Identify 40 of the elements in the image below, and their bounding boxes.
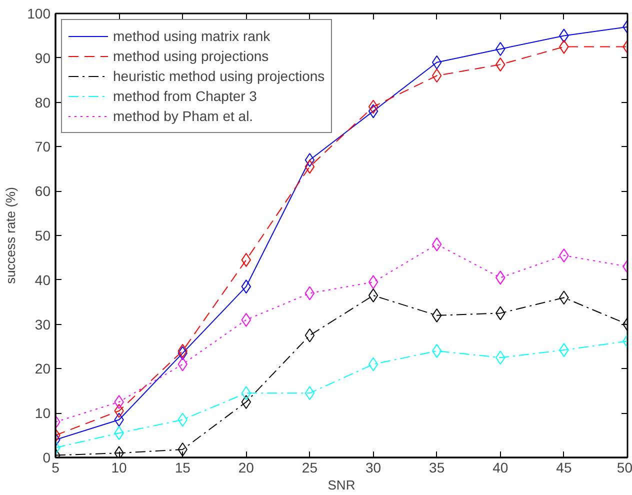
- y-tick-label: 80: [34, 94, 51, 110]
- y-tick-label: 100: [27, 6, 51, 22]
- point: [368, 104, 378, 118]
- point: [114, 395, 124, 409]
- legend-label: method using projections: [113, 48, 269, 64]
- x-tick-label: 5: [52, 460, 60, 476]
- point: [241, 395, 251, 409]
- point: [304, 160, 315, 174]
- point: [368, 357, 378, 372]
- y-axis-title: success rate (%): [3, 187, 18, 284]
- y-tick-label: 10: [34, 405, 51, 422]
- legend-label: heuristic method using projections: [113, 68, 325, 84]
- x-tick-label: 40: [492, 460, 508, 476]
- point: [304, 286, 315, 300]
- y-tick-label: 40: [34, 272, 51, 288]
- point: [368, 100, 378, 114]
- point: [368, 275, 378, 290]
- legend-label: method by Pham et al.: [113, 108, 254, 124]
- y-tick-label: 60: [34, 183, 51, 200]
- y-tick-label: 70: [34, 138, 51, 155]
- x-tick-label: 10: [111, 460, 128, 476]
- point: [304, 328, 315, 342]
- point: [304, 153, 315, 168]
- point: [304, 386, 315, 400]
- x-tick-label: 35: [429, 460, 445, 476]
- y-tick-label: 0: [42, 450, 51, 466]
- x-tick-label: 20: [238, 460, 254, 476]
- y-tick-label: 90: [34, 50, 51, 66]
- y-tick-label: 20: [34, 360, 51, 377]
- x-tick-label: 50: [616, 460, 632, 476]
- x-tick-label: 30: [365, 460, 382, 476]
- y-tick-label: 30: [34, 316, 51, 332]
- legend-label: method using matrix rank: [113, 28, 270, 44]
- legend-label: method from Chapter 3: [113, 88, 257, 104]
- point: [368, 288, 378, 302]
- x-tick-label: 25: [302, 460, 318, 476]
- x-tick-label: 45: [556, 460, 572, 476]
- x-tick-label: 15: [174, 460, 191, 476]
- y-tick-label: 50: [34, 228, 51, 244]
- x-axis-title: SNR: [328, 478, 356, 492]
